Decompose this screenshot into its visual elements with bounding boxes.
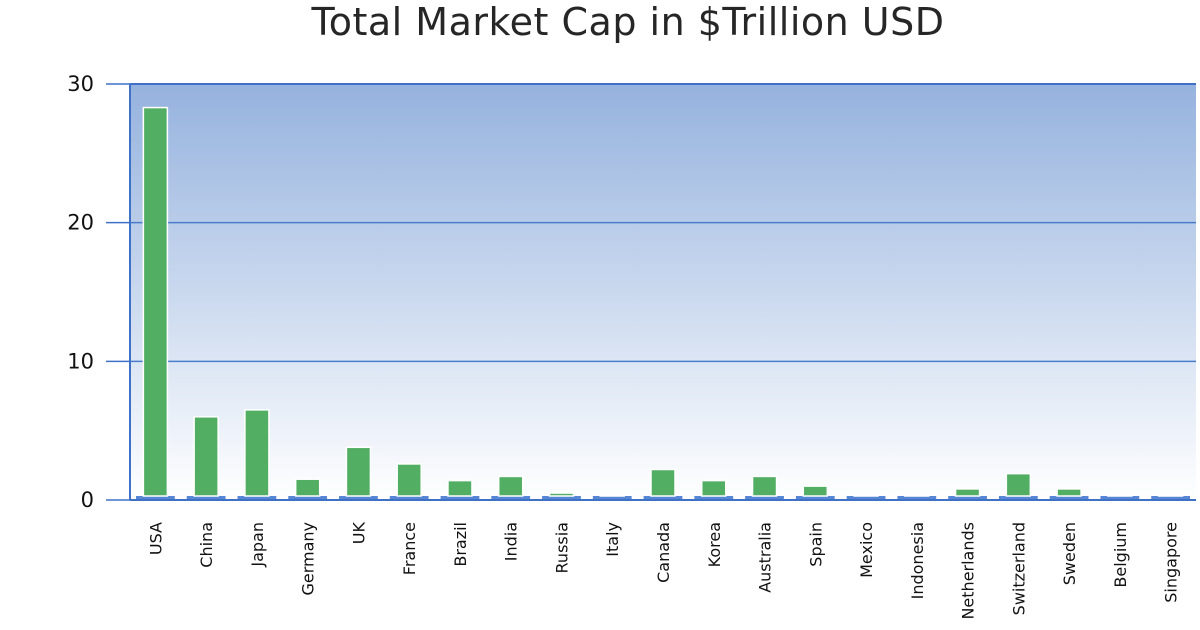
bar-netherlands bbox=[954, 488, 981, 497]
bar-baseline-segment bbox=[542, 496, 581, 500]
bar-baseline-segment bbox=[846, 496, 886, 500]
y-tick-label: 0 bbox=[81, 488, 94, 512]
bar-baseline-segment bbox=[592, 496, 632, 500]
bar-baseline-segment bbox=[237, 496, 277, 500]
y-tick-label: 10 bbox=[67, 349, 94, 373]
bar-korea bbox=[701, 479, 727, 497]
bar-baseline-segment bbox=[694, 496, 734, 500]
bar-china bbox=[193, 416, 219, 497]
bar-indonesia bbox=[904, 494, 930, 497]
chart-title: Total Market Cap in $Trillion USD bbox=[311, 0, 945, 44]
bar-australia bbox=[751, 475, 778, 497]
bar-spain bbox=[802, 485, 829, 497]
bar-baseline-segment bbox=[1100, 496, 1140, 500]
bar-usa bbox=[142, 106, 169, 497]
x-tick-label: Spain bbox=[806, 522, 825, 567]
bar-russia bbox=[548, 492, 575, 497]
y-tick-label: 20 bbox=[67, 211, 94, 235]
bar-belgium bbox=[1107, 494, 1133, 497]
bar-canada bbox=[650, 468, 676, 497]
bar-baseline-segment bbox=[440, 496, 480, 500]
x-tick-label: USA bbox=[146, 522, 165, 555]
x-tick-label: Korea bbox=[705, 522, 724, 567]
bar-italy bbox=[599, 494, 625, 497]
bar-sweden bbox=[1056, 488, 1082, 497]
x-tick-label: Mexico bbox=[857, 522, 876, 578]
x-tick-label: Indonesia bbox=[908, 522, 927, 599]
x-tick-label: Sweden bbox=[1060, 522, 1079, 585]
plot-area bbox=[130, 84, 1196, 500]
bar-baseline-segment bbox=[1049, 496, 1089, 500]
x-tick-label: Singapore bbox=[1162, 522, 1181, 603]
x-tick-label: Switzerland bbox=[1009, 522, 1028, 615]
bar-baseline-segment bbox=[745, 496, 784, 500]
bar-baseline-segment bbox=[795, 496, 835, 500]
bar-brazil bbox=[447, 479, 473, 497]
x-tick-label: France bbox=[400, 522, 419, 575]
bar-singapore bbox=[1157, 494, 1184, 497]
x-tick-label: Belgium bbox=[1111, 522, 1130, 588]
x-tick-label: Brazil bbox=[451, 522, 470, 567]
bar-baseline-segment bbox=[643, 496, 683, 500]
bar-switzerland bbox=[1005, 472, 1032, 497]
bar-mexico bbox=[853, 494, 879, 497]
bar-germany bbox=[294, 478, 321, 497]
x-tick-label: India bbox=[502, 522, 521, 561]
bar-baseline-segment bbox=[491, 496, 531, 500]
bar-baseline-segment bbox=[389, 496, 429, 500]
bar-baseline-segment bbox=[186, 496, 226, 500]
x-tick-label: Japan bbox=[248, 522, 267, 568]
y-tick-label: 30 bbox=[67, 72, 94, 96]
bar-baseline-segment bbox=[1151, 496, 1190, 500]
x-tick-label: UK bbox=[349, 521, 368, 544]
x-tick-label: Canada bbox=[654, 522, 673, 583]
x-tick-label: Italy bbox=[603, 522, 622, 557]
bar-india bbox=[497, 475, 524, 497]
x-tick-label: Germany bbox=[299, 522, 318, 596]
bar-uk bbox=[345, 446, 372, 497]
bar-baseline-segment bbox=[339, 496, 378, 500]
x-tick-label: Russia bbox=[552, 522, 571, 573]
x-tick-label: Australia bbox=[756, 522, 775, 593]
bar-japan bbox=[244, 409, 270, 497]
bar-baseline-segment bbox=[998, 496, 1038, 500]
bar-baseline-segment bbox=[948, 496, 987, 500]
x-tick-label: Netherlands bbox=[959, 522, 978, 620]
bar-baseline-segment bbox=[136, 496, 175, 500]
bar-baseline-segment bbox=[897, 496, 937, 500]
bar-baseline-segment bbox=[288, 496, 328, 500]
x-tick-label: China bbox=[197, 522, 216, 568]
bar-france bbox=[396, 463, 422, 497]
